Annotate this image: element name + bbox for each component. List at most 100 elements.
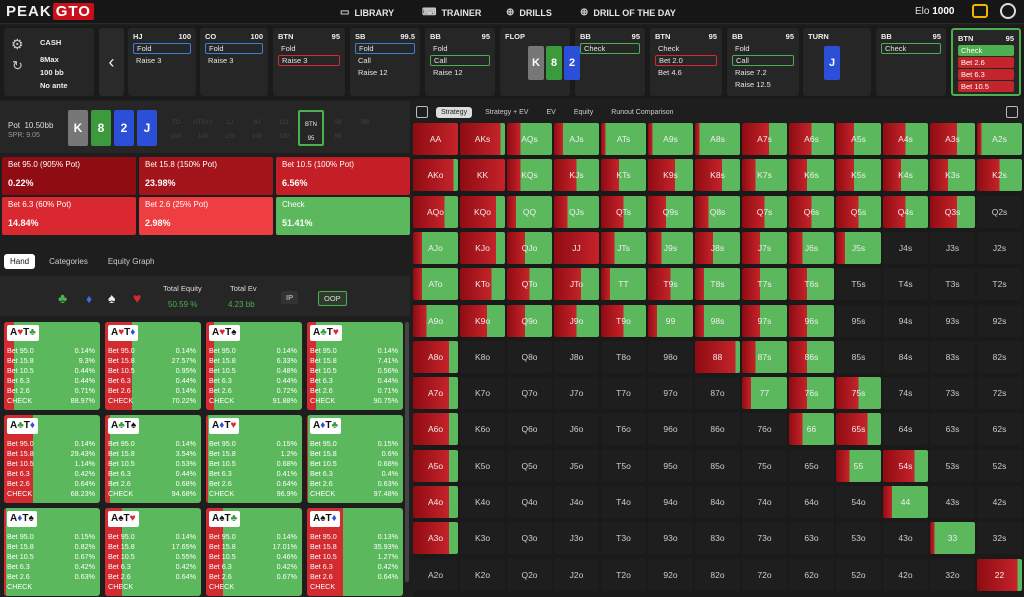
matrix-cell[interactable]: K2o — [460, 558, 505, 591]
action-column[interactable]: BB 95 Fold Call Raise 7.2 Raise 12.5 — [727, 28, 799, 96]
matrix-cell[interactable]: 64s — [883, 413, 928, 446]
matrix-cell[interactable]: J8o — [554, 340, 599, 373]
matrix-cell[interactable]: T6o — [601, 413, 646, 446]
action-column[interactable]: BTN 95 Check Bet 2.0 Bet 4.6 — [650, 28, 722, 96]
matrix-cell[interactable]: 92o — [648, 558, 693, 591]
action-option[interactable]: Check — [881, 43, 941, 54]
action-column[interactable]: BB 95 Fold Call Raise 12 — [425, 28, 495, 96]
matrix-cell[interactable]: Q8o — [507, 340, 552, 373]
hand-combo[interactable]: A♠T♥ Bet 95.0 0.14% Bet 15.8 17.65% Bet 10.5 0… — [105, 508, 201, 596]
matrix-cell[interactable]: TT — [601, 268, 646, 301]
matrix-cell[interactable]: JTs — [601, 231, 646, 264]
action-option[interactable]: Fold — [735, 44, 750, 53]
matrix-cell[interactable]: A6s — [789, 123, 834, 155]
matrix-cell[interactable]: QJs — [554, 195, 599, 228]
matrix-cell[interactable]: 77 — [742, 377, 787, 410]
matrix-cell[interactable]: T7s — [742, 268, 787, 301]
matrix-cell[interactable]: A3o — [413, 522, 458, 555]
matrix-cell[interactable]: AJo — [413, 231, 458, 264]
matrix-cell[interactable]: 32s — [977, 522, 1022, 555]
matrix-cell[interactable]: 99 — [648, 304, 693, 337]
matrix-cell[interactable]: T6s — [789, 268, 834, 301]
tab-hand[interactable]: Hand — [4, 253, 36, 269]
action-column[interactable]: SB 99.5 Fold Call Raise 12 — [350, 28, 420, 96]
hand-combo[interactable]: A♠T♣ Bet 95.0 0.14% Bet 15.8 17.01% Bet 10.5 0… — [206, 508, 302, 596]
matrix-cell[interactable]: Q9o — [507, 304, 552, 337]
matrix-cell[interactable]: 86s — [789, 340, 834, 373]
matrix-cell[interactable]: 65o — [789, 449, 834, 482]
action-option[interactable]: Call — [430, 55, 490, 66]
matrix-cell[interactable]: ATo — [413, 268, 458, 301]
matrix-cell[interactable]: J3s — [930, 231, 975, 264]
seat[interactable]: BB — [352, 110, 378, 146]
matrix-cell[interactable]: 94o — [648, 486, 693, 518]
action-column[interactable]: BTN 95 Check Bet 2.6 Bet 6.3 Bet 10.5 — [951, 28, 1021, 96]
matrix-cell[interactable]: KK — [460, 159, 505, 192]
action-option[interactable]: Check — [658, 44, 680, 53]
matrix-cell[interactable]: 75o — [742, 449, 787, 482]
tab-strategy[interactable]: Strategy — [436, 106, 473, 118]
hand-combo[interactable]: A♦T♠ Bet 95.0 0.15% Bet 15.8 0.82% Bet 10.5 0.… — [4, 508, 100, 596]
matrix-cell[interactable]: T2o — [601, 558, 646, 591]
hand-combo[interactable]: A♦T♣ Bet 95.0 0.15% Bet 15.8 0.6% Bet 10.5 0.6… — [307, 415, 403, 503]
matrix-cell[interactable]: 63o — [789, 522, 834, 555]
spade-filter-icon[interactable]: ♠ — [108, 290, 116, 306]
matrix-cell[interactable]: 62o — [789, 558, 834, 591]
matrix-cell[interactable]: A6o — [413, 413, 458, 446]
hand-combo[interactable]: A♣T♠ Bet 95.0 0.14% Bet 15.8 3.54% Bet 10.5 0.… — [105, 415, 201, 503]
matrix-cell[interactable]: Q2s — [977, 195, 1022, 228]
seat[interactable]: TO 100 — [163, 110, 189, 146]
matrix-cell[interactable]: Q3s — [930, 195, 975, 228]
action-option[interactable]: Bet 6.3 — [958, 69, 1014, 80]
matrix-cell[interactable]: QJo — [507, 231, 552, 264]
seat[interactable]: UTG+1 100 — [190, 110, 216, 146]
hand-combo[interactable]: A♣T♥ Bet 95.0 0.14% Bet 15.8 7.41% Bet 10.5 0.… — [307, 322, 403, 410]
tab-strategy-ev[interactable]: Strategy + EV — [485, 108, 529, 116]
matrix-cell[interactable]: A8o — [413, 340, 458, 373]
matrix-cell[interactable]: J9s — [648, 231, 693, 264]
action-option[interactable]: Fold — [281, 44, 296, 53]
matrix-cell[interactable]: 33 — [930, 522, 975, 555]
matrix-cell[interactable]: K8s — [695, 159, 740, 192]
seat[interactable]: LJ 100 — [217, 110, 243, 146]
action-option[interactable]: Bet 4.6 — [658, 68, 682, 77]
matrix-cell[interactable]: 32o — [930, 558, 975, 591]
matrix-cell[interactable]: K6s — [789, 159, 834, 192]
matrix-cell[interactable]: 75s — [836, 377, 881, 410]
matrix-cell[interactable]: AKs — [460, 123, 505, 155]
matrix-cell[interactable]: A2s — [977, 123, 1022, 155]
matrix-cell[interactable]: A5o — [413, 449, 458, 482]
action-option[interactable]: Bet 2.6 — [958, 57, 1014, 68]
matrix-cell[interactable]: 82o — [695, 558, 740, 591]
matrix-cell[interactable]: ATs — [601, 123, 646, 155]
matrix-cell[interactable]: AQo — [413, 195, 458, 228]
matrix-cell[interactable]: KTs — [601, 159, 646, 192]
matrix-cell[interactable]: 43o — [883, 522, 928, 555]
hand-combo[interactable]: A♦T♥ Bet 95.0 0.15% Bet 15.8 1.2% Bet 10.5 0.6… — [206, 415, 302, 503]
matrix-cell[interactable]: T3s — [930, 268, 975, 301]
tab-ev[interactable]: EV — [546, 108, 556, 116]
matrix-cell[interactable]: 87s — [742, 340, 787, 373]
nav-trainer[interactable]: ⌨ TRAINER — [422, 7, 482, 18]
action-option[interactable]: Raise 12 — [433, 68, 463, 77]
diamond-filter-icon[interactable]: ♦ — [86, 292, 93, 306]
action-option[interactable]: Fold — [433, 44, 448, 53]
matrix-cell[interactable]: 52o — [836, 558, 881, 591]
gear-icon[interactable]: ⚙ — [11, 36, 24, 52]
action-option[interactable]: Raise 3 — [278, 55, 340, 66]
matrix-cell[interactable]: AQs — [507, 123, 552, 155]
window-icon[interactable] — [416, 106, 428, 118]
action-option[interactable]: Raise 12.5 — [735, 80, 771, 89]
matrix-cell[interactable]: 53o — [836, 522, 881, 555]
gamepad-icon[interactable] — [1006, 106, 1018, 118]
matrix-cell[interactable]: J9o — [554, 304, 599, 337]
matrix-cell[interactable]: K7o — [460, 377, 505, 410]
matrix-cell[interactable]: K8o — [460, 340, 505, 373]
oop-toggle[interactable]: OOP — [318, 291, 347, 306]
matrix-cell[interactable]: K5s — [836, 159, 881, 192]
matrix-cell[interactable]: K3o — [460, 522, 505, 555]
hand-combo[interactable]: A♥T♦ Bet 95.0 0.14% Bet 15.8 27.57% Bet 10.5 0… — [105, 322, 201, 410]
matrix-cell[interactable]: Q6o — [507, 413, 552, 446]
matrix-cell[interactable]: A9s — [648, 123, 693, 155]
matrix-cell[interactable]: J4s — [883, 231, 928, 264]
